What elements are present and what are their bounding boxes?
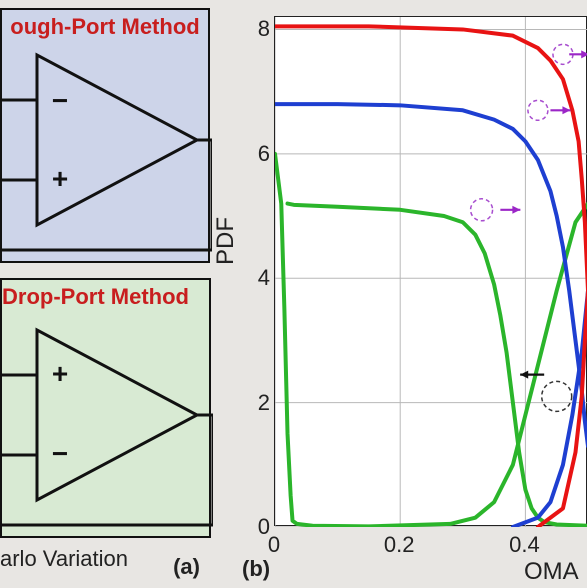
x-axis-label: OMA	[524, 558, 579, 586]
panel-drop-port: Drop-Port Method + −	[0, 278, 211, 538]
left-column: ough-Port Method − + Drop-Port Method +	[0, 0, 220, 588]
opamp-sign-plus: +	[52, 163, 68, 194]
series-green-flat	[288, 204, 587, 526]
x-tick-label: 0	[254, 532, 294, 558]
x-tick-label: 0.4	[504, 532, 544, 558]
opamp-bot: + −	[2, 280, 213, 540]
y-tick-label: 8	[244, 16, 270, 42]
opamp-sign-minus: −	[52, 85, 68, 116]
sublabel-b: (b)	[242, 556, 270, 582]
opamp2-sign-minus: −	[52, 438, 68, 469]
annotation-circle	[528, 100, 548, 120]
series-red-rise	[538, 291, 587, 527]
chart-plot-area	[274, 16, 587, 526]
chart-svg	[275, 17, 587, 527]
x-tick-label: 0.2	[379, 532, 419, 558]
annotation-circle	[471, 199, 493, 221]
sublabel-a: (a)	[173, 554, 200, 580]
opamp2-sign-plus: +	[52, 358, 68, 389]
panel-title-drop: Drop-Port Method	[0, 284, 199, 310]
series-red	[275, 26, 587, 290]
y-tick-label: 4	[244, 265, 270, 291]
panel-title-through: ough-Port Method	[2, 14, 208, 40]
annotation-circle	[542, 381, 572, 411]
series-green	[275, 154, 587, 527]
series-blue	[275, 104, 587, 446]
chart-panel: PDF OMA (b) 02468 00.20.4	[224, 0, 587, 588]
opamp-top: − +	[2, 10, 212, 265]
y-tick-label: 2	[244, 390, 270, 416]
left-caption: arlo Variation	[0, 546, 128, 572]
panel-through-port: ough-Port Method − +	[0, 8, 210, 263]
y-axis-label: PDF	[212, 217, 240, 265]
y-tick-label: 6	[244, 141, 270, 167]
